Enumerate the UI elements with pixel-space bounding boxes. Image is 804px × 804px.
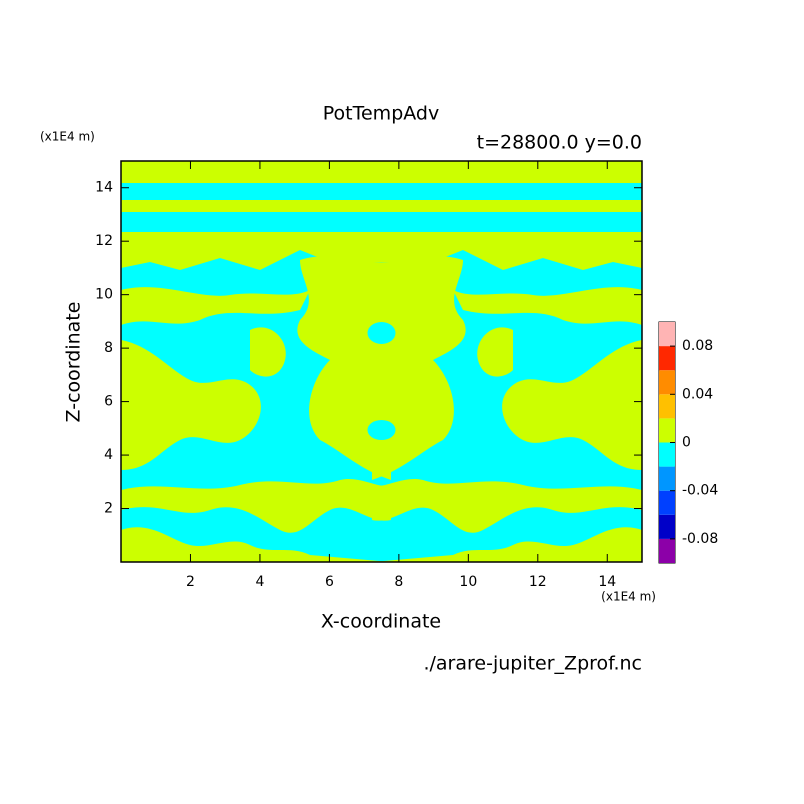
colorbar-box (659, 490, 675, 515)
colorbar-tick-label: 0 (682, 435, 691, 451)
colorbar-box (659, 514, 675, 539)
colorbar-tick-label: -0.04 (682, 483, 718, 499)
x-tick-label: 14 (598, 574, 616, 590)
x-tick-label: 4 (255, 574, 264, 590)
x-tick-label: 2 (186, 574, 195, 590)
y-tick-label: 2 (104, 501, 113, 517)
y-tick-label: 10 (95, 287, 113, 303)
plot-frame (120, 160, 643, 563)
footer: ./arare-jupiter_Zprof.nc (423, 653, 642, 675)
colorbar-box (659, 370, 675, 395)
y-unit: (x1E4 m) (40, 130, 95, 144)
x-tick-label: 10 (459, 574, 477, 590)
chart-title: PotTempAdv (323, 103, 439, 125)
y-tick-label: 8 (104, 340, 113, 356)
colorbar-tick-label: -0.08 (682, 531, 718, 547)
colorbar-tick-label: 0.08 (682, 338, 713, 354)
y-tick-label: 6 (104, 394, 113, 410)
colorbar-tick-label: 0.04 (682, 386, 713, 402)
colorbar-box (659, 418, 675, 443)
colorbar-box (659, 322, 675, 347)
colorbar-box (659, 538, 675, 563)
contour-field (121, 161, 642, 562)
y-tick-label: 12 (95, 233, 113, 249)
x-unit: (x1E4 m) (601, 590, 656, 604)
colorbar-box (659, 442, 675, 467)
x-tick-label: 12 (529, 574, 547, 590)
x-tick-label: 6 (325, 574, 334, 590)
x-axis-label: X-coordinate (321, 611, 441, 633)
y-tick-label: 4 (104, 447, 113, 463)
colorbar-box (659, 346, 675, 371)
y-tick-label: 14 (95, 180, 113, 196)
x-tick-label: 8 (394, 574, 403, 590)
colorbar-box (659, 466, 675, 491)
y-axis-label: Z-coordinate (63, 302, 85, 423)
colorbar-box (659, 394, 675, 419)
subtitle: t=28800.0 y=0.0 (477, 132, 642, 154)
